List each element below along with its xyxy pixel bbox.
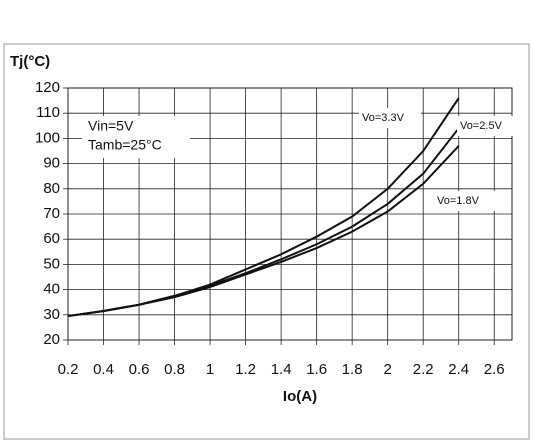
x-tick-label: 0.4 [93,361,114,378]
x-axis-label: Io(A) [283,388,317,405]
x-tick-label: 1.4 [271,361,292,378]
series-label: Vo=2.5V [460,120,503,132]
y-tick-label: 60 [43,230,60,247]
y-axis-label: Tj(°C) [10,53,50,70]
x-tick-label: 2.2 [413,361,434,378]
x-tick-label: 1.6 [306,361,327,378]
y-tick-label: 50 [43,255,60,272]
y-tick-label: 40 [43,281,60,298]
y-tick-label: 100 [35,129,60,146]
series-label: Vo=1.8V [437,195,480,207]
x-tick-label: 2.6 [484,361,505,378]
x-tick-label: 2.4 [448,361,469,378]
y-tick-label: 90 [43,155,60,172]
y-tick-label: 80 [43,180,60,197]
series-label: Vo=3.3V [362,112,405,124]
y-tick-label: 20 [43,331,60,348]
y-tick-label: 120 [35,79,60,96]
series-label-box [457,116,515,136]
y-tick-label: 110 [36,104,60,121]
x-tick-label: 2 [384,361,392,378]
y-tick-label: 70 [43,205,60,222]
series-line [67,145,460,318]
annotation-box [82,116,190,158]
series-label-box [434,191,498,211]
x-tick-label: 1.2 [235,361,256,378]
x-tick-label: 0.6 [129,361,150,378]
x-tick-label: 0.8 [164,361,185,378]
x-tick-label: 0.2 [58,361,79,378]
annotation: Tamb=25°C [88,137,162,153]
series-label-box [359,108,421,128]
y-tick-label: 30 [43,306,60,323]
annotation: Vin=5V [88,118,134,134]
x-tick-label: 1.8 [342,361,363,378]
frame [3,43,530,440]
x-tick-label: 1 [206,361,214,378]
